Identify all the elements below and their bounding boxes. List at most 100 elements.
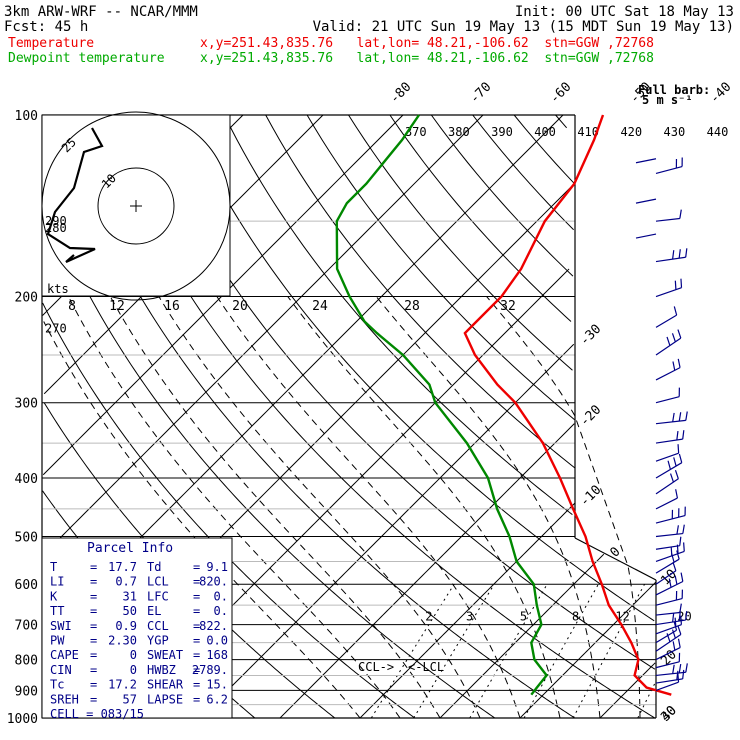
wind-barb-flag (685, 663, 688, 673)
pressure-label: 200 (15, 291, 38, 306)
wind-barb (655, 678, 683, 684)
parcel-key: PW (50, 634, 65, 648)
isotherm-label-right: -20 (577, 402, 604, 429)
wind-barb (655, 580, 684, 596)
mixing-ratio-line (413, 583, 495, 719)
parcel-key: LFC (147, 589, 169, 603)
theta-label: 400 (534, 125, 556, 139)
parcel-eq: = (90, 560, 97, 574)
speed-tick-20: 20 (232, 299, 248, 314)
wind-barb-flag (680, 278, 683, 288)
pressure-label: 1000 (7, 712, 38, 727)
wind-barb-flag (667, 460, 672, 470)
barb-legend-units: 5 m s⁻¹ (642, 93, 693, 107)
parcel-eq: = (90, 589, 97, 603)
wind-barb-flag (677, 638, 681, 648)
parcel-value: 822. (199, 619, 228, 633)
parcel-eq: = (193, 589, 200, 603)
parcel-key: LI (50, 575, 64, 589)
wind-barb-flag (671, 333, 676, 343)
parcel-value: 6.2 (206, 692, 228, 706)
parcel-key: Td (147, 560, 161, 574)
isotherm-label-right: 40 (658, 703, 680, 725)
wind-barb (655, 217, 680, 222)
theta-label: 430 (664, 125, 686, 139)
wind-barb (655, 462, 683, 479)
mixing-ratio-line (637, 681, 657, 719)
wind-barb-flag (677, 625, 682, 635)
parcel-value: 0. (214, 604, 228, 618)
isotherm-line (279, 423, 575, 719)
parcel-key: CIN (50, 663, 72, 677)
forecast-hour: Fcst: 45 h (4, 19, 88, 35)
parcel-value: 2.30 (108, 634, 137, 648)
wind-barb-flag (677, 358, 681, 368)
ccl-marker: CCL-> (358, 660, 394, 674)
parcel-eq: = (90, 648, 97, 662)
wind-barb-flag (682, 524, 685, 534)
wind-barb-flag (676, 670, 679, 680)
wind-barb-flag (679, 209, 682, 219)
dewpoint-legend-label: Dewpoint temperature (8, 51, 165, 66)
parcel-eq: = (90, 619, 97, 633)
isotherm-line (42, 114, 404, 476)
wind-barb (655, 287, 682, 298)
wind-barb (655, 681, 679, 691)
wind-barb-flag (675, 489, 679, 499)
parcel-eq: = (193, 663, 200, 677)
isotherm-line (599, 662, 656, 719)
parcel-eq: = (193, 560, 200, 574)
dry-adiabat-line (182, 114, 655, 622)
wind-barb-flag (685, 611, 688, 621)
parcel-value: 0. (214, 589, 228, 603)
hodograph: 10 25 kts (41, 111, 231, 301)
parcel-key: YGP (147, 634, 169, 648)
parcel-value: 0 (130, 663, 137, 677)
wind-barb-flag (668, 578, 672, 588)
wind-barb-flag (672, 412, 675, 422)
dry-adiabat-line (389, 114, 572, 322)
parcel-key: HWBZ (147, 663, 176, 677)
wind-barb-flag (678, 249, 681, 259)
wind-barb-flag (672, 641, 676, 651)
pressure-label: 900 (15, 684, 38, 699)
speed-tick-32: 32 (500, 299, 516, 314)
parcel-value: 820. (199, 575, 228, 589)
pressure-label: 700 (15, 619, 38, 634)
wind-barb-flag (682, 430, 685, 440)
isotherm-label-top: -70 (467, 80, 494, 107)
wind-barb (655, 619, 686, 626)
parcel-key: SWEAT (147, 648, 183, 662)
isotherm-label-top: -60 (547, 80, 574, 107)
parcel-value: 2789. (192, 663, 228, 677)
mixing-ratio-label: 5 (520, 610, 527, 624)
wind-barb (635, 198, 657, 204)
wind-barb (655, 570, 677, 585)
hodograph-trace (46, 127, 104, 264)
wind-barb-flag (670, 546, 673, 556)
mixing-ratio-lines (370, 583, 657, 719)
mixing-ratio-line (370, 583, 455, 719)
parcel-value: 31 (123, 589, 137, 603)
dry-adiabat-line (555, 114, 568, 129)
hodograph-speed-ticks: 8 12 16 20 24 28 32 (68, 299, 516, 314)
wind-barb-flag (674, 575, 678, 585)
speed-tick-8: 8 (68, 299, 76, 314)
parcel-key: Tc (50, 678, 64, 692)
wind-barb-flag (678, 663, 682, 674)
wind-barb-flag (679, 536, 682, 546)
dry-adiabat-line (42, 302, 416, 719)
moist-adiabat-line (216, 296, 521, 719)
parcel-key: SWI (50, 619, 72, 633)
isotherm-label-top: -40 (707, 80, 734, 107)
wind-barb-flag (672, 664, 675, 674)
hodograph-ring-inner (97, 167, 175, 245)
wind-barb (655, 314, 677, 328)
wind-barb-flag (677, 329, 682, 339)
wind-barb-flag (682, 669, 685, 679)
parcel-eq: = (90, 663, 97, 677)
wind-barb-flag (673, 457, 677, 467)
dry-adiabat-line (42, 193, 496, 719)
wind-barb (655, 256, 686, 263)
